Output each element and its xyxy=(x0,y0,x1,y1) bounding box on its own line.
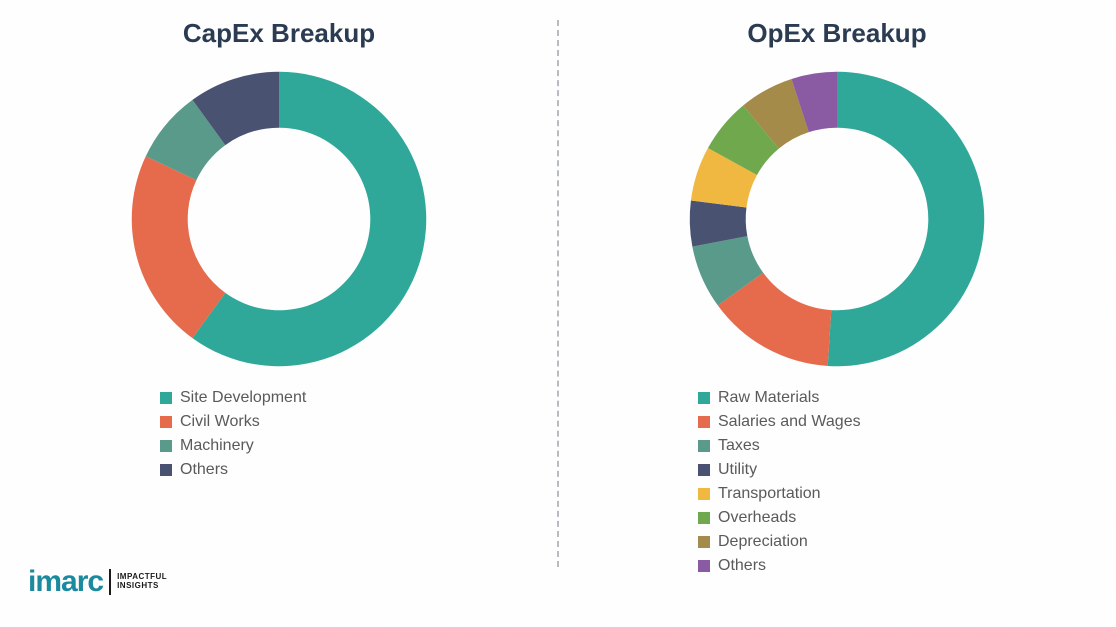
legend-swatch xyxy=(698,560,710,572)
opex-legend: Raw Materials Salaries and Wages Taxes Util… xyxy=(698,389,861,581)
legend-item: Utility xyxy=(698,461,861,479)
donut-slice xyxy=(828,72,984,367)
legend-swatch xyxy=(160,416,172,428)
legend-swatch xyxy=(160,392,172,404)
logo-tagline-1: IMPACTFUL xyxy=(117,572,167,581)
logo-tagline-2: INSIGHTS xyxy=(117,581,159,590)
legend-label: Utility xyxy=(718,461,757,479)
legend-label: Taxes xyxy=(718,437,760,455)
legend-swatch xyxy=(160,440,172,452)
legend-item: Civil Works xyxy=(160,413,306,431)
legend-label: Transportation xyxy=(718,485,821,503)
capex-panel: CapEx Breakup Site Development Civil Work… xyxy=(0,0,558,627)
legend-label: Site Development xyxy=(180,389,306,407)
legend-swatch xyxy=(698,440,710,452)
donut-slice xyxy=(132,156,226,338)
legend-item: Transportation xyxy=(698,485,861,503)
legend-label: Civil Works xyxy=(180,413,260,431)
legend-swatch xyxy=(698,536,710,548)
brand-logo: imarc IMPACTFUL INSIGHTS xyxy=(28,565,167,599)
panel-divider xyxy=(557,20,559,567)
legend-label: Raw Materials xyxy=(718,389,819,407)
legend-item: Depreciation xyxy=(698,533,861,551)
legend-swatch xyxy=(698,512,710,524)
legend-item: Site Development xyxy=(160,389,306,407)
logo-separator xyxy=(109,569,111,595)
legend-item: Overheads xyxy=(698,509,861,527)
legend-label: Overheads xyxy=(718,509,796,527)
legend-swatch xyxy=(160,464,172,476)
legend-item: Others xyxy=(698,557,861,575)
logo-tagline: IMPACTFUL INSIGHTS xyxy=(117,573,167,591)
legend-item: Taxes xyxy=(698,437,861,455)
opex-panel: OpEx Breakup Raw Materials Salaries and W… xyxy=(558,0,1116,627)
charts-container: CapEx Breakup Site Development Civil Work… xyxy=(0,0,1116,627)
legend-label: Machinery xyxy=(180,437,254,455)
legend-item: Salaries and Wages xyxy=(698,413,861,431)
opex-donut-chart xyxy=(682,64,992,374)
legend-item: Others xyxy=(160,461,306,479)
capex-title: CapEx Breakup xyxy=(183,18,375,49)
legend-swatch xyxy=(698,416,710,428)
legend-label: Salaries and Wages xyxy=(718,413,861,431)
legend-swatch xyxy=(698,392,710,404)
capex-legend: Site Development Civil Works Machinery Othe… xyxy=(160,389,306,485)
legend-item: Raw Materials xyxy=(698,389,861,407)
opex-title: OpEx Breakup xyxy=(747,18,926,49)
legend-item: Machinery xyxy=(160,437,306,455)
legend-label: Others xyxy=(718,557,766,575)
legend-label: Depreciation xyxy=(718,533,808,551)
logo-text: imarc xyxy=(28,565,103,599)
legend-swatch xyxy=(698,464,710,476)
capex-donut-chart xyxy=(124,64,434,374)
legend-label: Others xyxy=(180,461,228,479)
legend-swatch xyxy=(698,488,710,500)
